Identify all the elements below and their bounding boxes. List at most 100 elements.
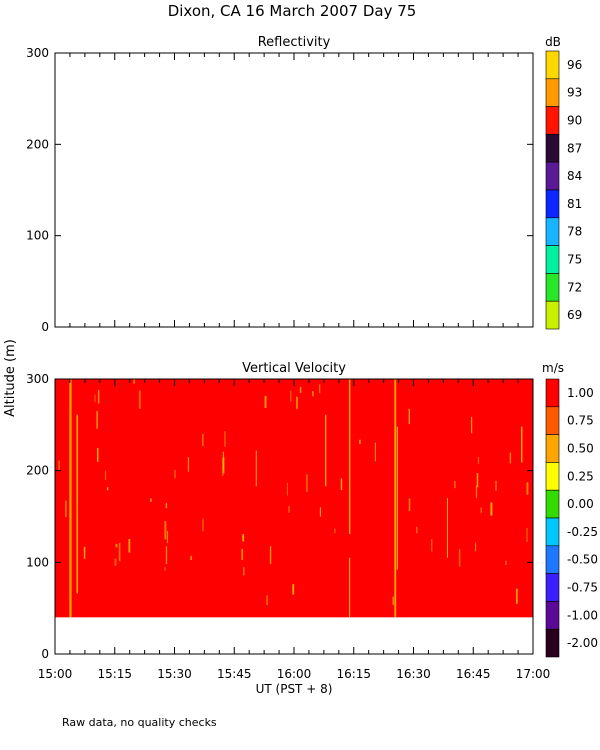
velocity-field — [55, 379, 533, 618]
velocity-streak — [296, 396, 298, 410]
reflectivity-frame — [54, 52, 534, 328]
velocity-streak — [97, 389, 100, 404]
velocity-streak — [290, 390, 292, 402]
velocity-streak — [408, 498, 411, 512]
colorbar-label: 72 — [567, 280, 582, 294]
x-tick-label: 15:45 — [217, 667, 252, 681]
velocity-streak — [165, 546, 168, 564]
velocity-streak — [242, 534, 245, 542]
colorbar-label: 0.00 — [567, 497, 594, 511]
reflectivity-colorbar-unit: dB — [545, 35, 561, 49]
velocity-streak — [264, 396, 267, 408]
velocity-streak — [471, 416, 473, 434]
velocity-streak — [477, 456, 480, 464]
colorbar-swatch — [545, 628, 560, 658]
colorbar-swatch — [545, 601, 560, 630]
velocity-streak — [104, 470, 107, 480]
velocity-streak — [348, 379, 351, 534]
velocity-streak — [509, 452, 512, 464]
velocity-streak — [76, 414, 79, 594]
colorbar-swatch — [545, 189, 560, 219]
colorbar-label: 84 — [567, 169, 582, 183]
colorbar-label: 69 — [567, 308, 582, 322]
x-tick-label: 15:00 — [38, 667, 73, 681]
colorbar-swatch — [545, 134, 560, 163]
velocity-streak — [480, 507, 482, 514]
velocity-streak — [408, 408, 410, 425]
x-axis-label: UT (PST + 8) — [256, 682, 333, 696]
velocity-streak — [396, 426, 398, 570]
velocity-streak — [526, 482, 529, 495]
colorbar-label: 78 — [567, 225, 582, 239]
colorbar-swatch — [545, 273, 560, 302]
velocity-streak — [190, 555, 193, 561]
colorbar-swatch — [545, 573, 560, 602]
x-tick-label: 15:30 — [157, 667, 192, 681]
colorbar-swatch — [545, 517, 560, 547]
colorbar-swatch — [545, 106, 560, 135]
velocity-streak — [58, 460, 60, 471]
velocity-streak — [458, 548, 461, 567]
colorbar-label: 81 — [567, 197, 582, 211]
colorbar-label: 0.25 — [567, 469, 594, 483]
velocity-streak — [241, 548, 244, 560]
velocity-streak — [133, 379, 135, 384]
velocity-streak — [114, 558, 117, 566]
colorbar-swatch — [545, 245, 560, 274]
reflectivity-title: Reflectivity — [258, 35, 331, 50]
velocity-streak — [475, 485, 478, 499]
velocity-streak — [202, 433, 204, 447]
x-tick-labels: 15:00 15:15 15:30 15:45 16:00 16:15 16:30 16:45… — [38, 667, 551, 681]
velocity-streak — [392, 596, 395, 605]
velocity-streak — [292, 584, 295, 595]
colorbar-label: 75 — [567, 253, 582, 267]
velocity-streak — [96, 411, 98, 429]
velocity-streak — [319, 507, 321, 517]
velocity-streaks — [58, 379, 529, 618]
velocity-streak — [266, 595, 268, 606]
colorbar-label: 0.75 — [567, 414, 594, 428]
colorbar-swatch — [545, 161, 560, 191]
colorbar-label: 87 — [567, 141, 582, 155]
figure-title: Dixon, CA 16 March 2007 Day 75 — [168, 2, 417, 20]
y-tick-label: 100 — [26, 555, 49, 569]
velocity-streak — [306, 474, 308, 492]
x-tick-label: 16:30 — [396, 667, 431, 681]
y-tick-label: 300 — [26, 46, 49, 60]
velocity-streak — [222, 457, 225, 474]
velocity-streak — [318, 384, 321, 394]
colorbar-label: -0.75 — [567, 581, 598, 595]
y-axis-label: Altitude (m) — [3, 339, 18, 417]
velocity-streak — [374, 442, 376, 462]
colorbar-label: -0.25 — [567, 525, 598, 539]
colorbar-label: -0.50 — [567, 553, 598, 567]
colorbar-swatch — [545, 489, 560, 519]
velocity-streak — [299, 386, 302, 393]
velocity-streak — [359, 439, 361, 444]
velocity-streak — [224, 431, 226, 447]
velocity-streak — [118, 542, 121, 562]
velocity-streak — [187, 457, 190, 472]
velocity-streak — [490, 502, 493, 516]
velocity-streak — [446, 498, 448, 558]
colorbar-label: 90 — [567, 114, 582, 128]
velocity-streak — [288, 505, 290, 513]
colorbar-swatch — [545, 462, 560, 491]
velocity-streak — [64, 500, 67, 518]
colorbar-label: 0.50 — [567, 442, 594, 456]
velocity-streak — [174, 469, 176, 479]
colorbar-swatch — [545, 434, 560, 463]
colorbar-swatch — [545, 545, 560, 574]
velocity-streak — [164, 521, 167, 540]
velocity-streak — [202, 518, 204, 532]
colorbar-label: 1.00 — [567, 386, 594, 400]
velocity-streak — [150, 498, 152, 502]
velocity-streak — [475, 542, 477, 552]
colorbar-swatch — [545, 378, 560, 408]
velocity-streak — [505, 560, 507, 566]
x-tick-label: 17:00 — [516, 667, 551, 681]
velocity-colorbar-unit: m/s — [542, 361, 564, 375]
velocity-streak — [165, 502, 168, 509]
colorbar-label: 96 — [567, 58, 582, 72]
